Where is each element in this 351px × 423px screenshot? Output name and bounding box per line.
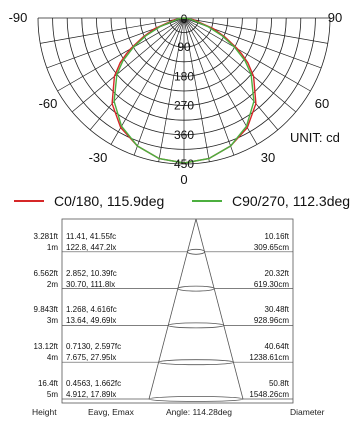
polar-labels: -90 -60 -30 0 30 60 90 0 90 180 270 360 450 UNIT: cd [9, 10, 343, 187]
row-diameter-cm: 1238.61cm [249, 353, 289, 363]
row-height-m: 5m [46, 390, 58, 399]
row-fc: 1.268, 4.616fc [66, 305, 117, 315]
angle-tick-label: 60 [315, 96, 329, 111]
grid-spoke [89, 17, 185, 131]
row-height-m: 2m [46, 279, 58, 289]
cone-left-edge [148, 218, 197, 400]
row-fc: 2.852, 10.39fc [66, 268, 117, 278]
angle-tick-label: 90 [328, 10, 342, 25]
grid-spoke [183, 17, 210, 162]
legend-label-c90: C90/270, 112.3deg [232, 193, 351, 209]
cone-ellipse [158, 359, 234, 366]
row-height-ft: 9.843ft [33, 305, 58, 315]
row-lx: 122.8, 447.2lx [66, 242, 117, 252]
row-diameter-ft: 20.32ft [264, 268, 289, 278]
legend-swatch-c90 [192, 200, 222, 202]
row-height-ft: 3.281ft [33, 231, 58, 241]
footer-diameter: Diameter [290, 407, 325, 417]
radial-tick-label: 450 [174, 157, 194, 171]
legend-swatch-c0 [14, 200, 44, 202]
radial-tick-label: 0 [181, 12, 188, 26]
grid-spoke [183, 17, 328, 44]
row-height-m: 1m [46, 242, 58, 252]
legend-item-c90: C90/270, 112.3deg [192, 193, 350, 209]
table-frame [61, 218, 294, 404]
angle-tick-label: 0 [180, 172, 187, 187]
row-fc: 0.7130, 2.597fc [66, 342, 122, 352]
radial-tick-label: 270 [174, 99, 194, 113]
row-height-ft: 6.562ft [33, 268, 58, 278]
row-diameter-cm: 1548.26cm [249, 390, 289, 399]
row-diameter-cm: 619.30cm [253, 279, 289, 289]
cone-ellipse [177, 285, 215, 292]
row-height-ft: 16.4ft [37, 379, 58, 388]
row-diameter-cm: 309.65cm [253, 242, 289, 252]
row-diameter-ft: 50.8ft [268, 379, 289, 388]
cone-lines [61, 218, 294, 404]
row-diameter-ft: 30.48ft [264, 305, 289, 315]
polar-curves [111, 17, 257, 164]
row-height-m: 3m [46, 316, 58, 326]
radial-tick-label: 180 [174, 69, 194, 83]
row-diameter-ft: 10.16ft [264, 231, 289, 241]
angle-tick-label: 30 [261, 150, 275, 165]
row-height-ft: 13.12ft [33, 342, 58, 352]
angle-tick-label: -30 [89, 150, 108, 165]
grid-spoke [183, 17, 258, 145]
row-lx: 13.64, 49.69lx [66, 316, 117, 326]
row-lx: 7.675, 27.95lx [66, 353, 117, 363]
grid-spoke [183, 17, 311, 92]
row-diameter-ft: 40.64ft [264, 342, 289, 352]
cone-ellipse [148, 396, 244, 402]
footer-angle: Angle: 114.28deg [166, 407, 233, 417]
grid-spoke [183, 17, 297, 113]
unit-label: UNIT: cd [290, 130, 340, 145]
cone-right-edge [195, 218, 244, 400]
grid-spoke [158, 17, 185, 162]
cone-ellipse [187, 248, 205, 255]
row-fc: 0.4563, 1.662fc [66, 379, 122, 388]
legend-item-c0: C0/180, 115.9deg [14, 193, 164, 209]
grid-spoke [40, 17, 185, 44]
row-lx: 4.912, 17.89lx [66, 390, 117, 399]
row-diameter-cm: 928.96cm [253, 316, 289, 326]
row-lx: 30.70, 111.8lx [66, 279, 116, 289]
grid-spoke [110, 17, 185, 145]
radial-tick-label: 90 [177, 40, 191, 54]
grid-spoke [133, 17, 185, 156]
grid-spoke [183, 17, 235, 156]
row-height-m: 4m [46, 353, 58, 363]
row-fc: 11.41, 41.55fc [66, 231, 117, 241]
angle-tick-label: -90 [9, 10, 28, 25]
grid-spoke [71, 17, 185, 113]
polar-intensity-chart: -90 -60 -30 0 30 60 90 0 90 180 270 360 450 UNIT: cd [9, 10, 343, 187]
radial-tick-label: 360 [174, 128, 194, 142]
cone-ellipse [167, 322, 225, 329]
grid-spoke [183, 17, 279, 131]
series-curve-1 [113, 17, 255, 164]
polar-grid [37, 17, 331, 165]
footer-eavg: Eavg, Emax [88, 407, 134, 417]
illuminance-cone-table [61, 218, 294, 404]
footer-height: Height [32, 407, 57, 417]
legend-label-c0: C0/180, 115.9deg [54, 193, 165, 209]
angle-tick-label: -60 [39, 96, 58, 111]
grid-spoke [57, 17, 185, 92]
